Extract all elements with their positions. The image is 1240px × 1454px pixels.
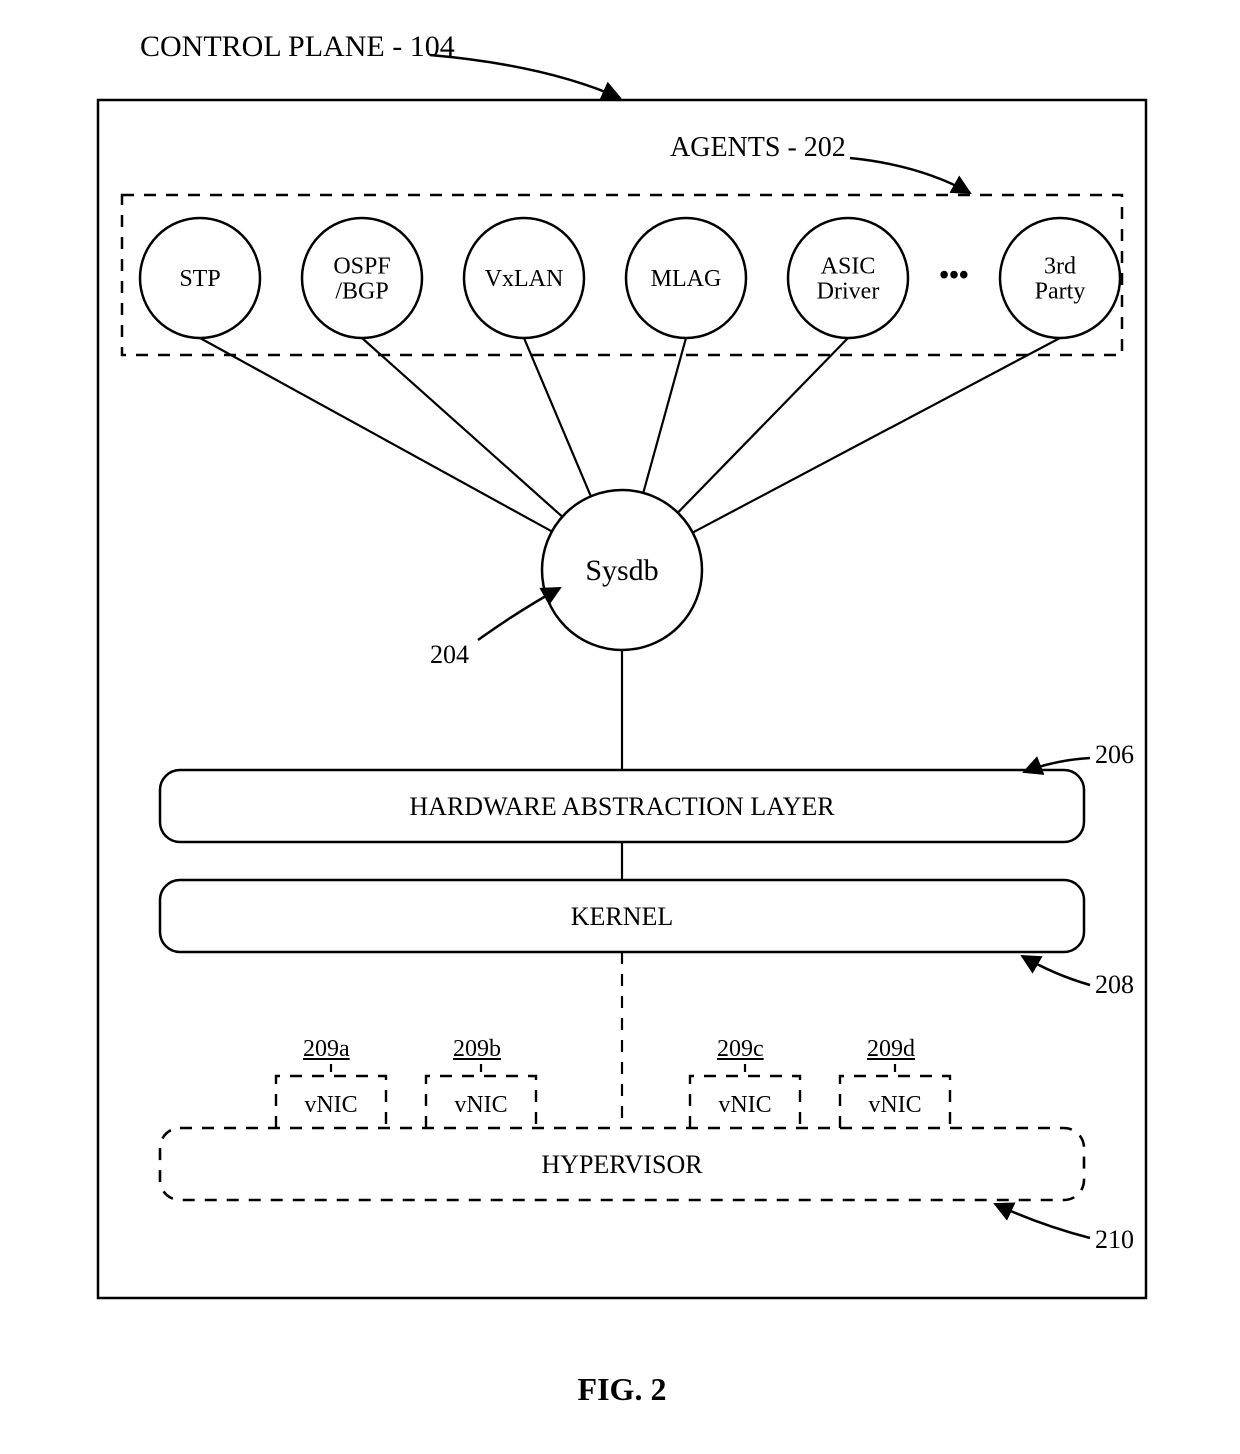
svg-text:Sysdb: Sysdb: [585, 554, 658, 587]
svg-text:KERNEL: KERNEL: [571, 902, 674, 931]
svg-text:vNIC: vNIC: [718, 1092, 771, 1118]
svg-text:vNIC: vNIC: [304, 1092, 357, 1118]
diagram-svg: STPOSPF/BGPVxLANMLAGASICDriver3rdParty••…: [0, 0, 1240, 1454]
ref-206: 206: [1095, 740, 1134, 770]
control-plane-title: CONTROL PLANE - 104: [140, 30, 455, 64]
svg-text:OSPF/BGP: OSPF/BGP: [333, 253, 390, 304]
agents-label: AGENTS - 202: [670, 132, 846, 164]
svg-text:vNIC: vNIC: [868, 1092, 921, 1118]
ref-210: 210: [1095, 1225, 1134, 1255]
ref-209a: 209a: [303, 1036, 350, 1063]
svg-text:FIG. 2: FIG. 2: [578, 1371, 667, 1407]
svg-text:vNIC: vNIC: [454, 1092, 507, 1118]
svg-text:MLAG: MLAG: [651, 266, 722, 292]
ref-208: 208: [1095, 970, 1134, 1000]
ref-209b: 209b: [453, 1036, 501, 1063]
ref-209c: 209c: [717, 1036, 764, 1063]
svg-text:HARDWARE ABSTRACTION LAYER: HARDWARE ABSTRACTION LAYER: [409, 792, 835, 821]
svg-text:ASICDriver: ASICDriver: [817, 253, 880, 304]
svg-text:HYPERVISOR: HYPERVISOR: [541, 1150, 703, 1179]
svg-text:STP: STP: [179, 266, 220, 292]
svg-text:VxLAN: VxLAN: [485, 266, 564, 292]
ref-209d: 209d: [867, 1036, 915, 1063]
ref-204: 204: [430, 640, 469, 670]
svg-text:•••: •••: [939, 260, 968, 291]
